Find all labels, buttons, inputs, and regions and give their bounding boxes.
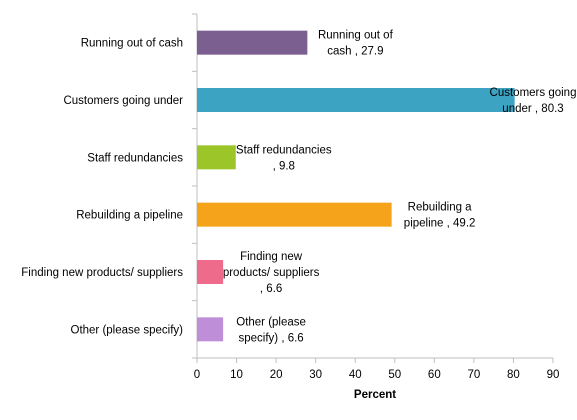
bar (197, 30, 308, 55)
bar (197, 317, 224, 342)
category-label: Finding new products/ suppliers (21, 267, 183, 279)
x-axis-ticks: 0 10 20 30 40 50 60 70 80 90 (194, 358, 560, 381)
bar (197, 260, 224, 284)
bar (197, 88, 515, 112)
category-label: Other (please specify) (71, 324, 184, 336)
x-tick-label: 20 (270, 369, 283, 381)
category-label: Customers going under (63, 95, 183, 107)
data-label: Running out of cash , 27.9 (318, 30, 394, 58)
category-label: Running out of cash (81, 38, 183, 50)
x-tick-label: 90 (547, 369, 560, 381)
x-tick-label: 40 (349, 369, 362, 381)
x-tick-label: 0 (194, 369, 200, 381)
category-label: Staff redundancies (87, 152, 183, 164)
category-labels: Running out of cash Customers going under… (21, 38, 183, 337)
x-tick-label: 30 (309, 369, 322, 381)
x-tick-label: 60 (428, 369, 441, 381)
bar (197, 202, 392, 227)
data-label: Rebuilding a pipeline , 49.2 (404, 202, 476, 230)
data-labels: Running out of cash , 27.9 Customers going… (223, 30, 577, 345)
x-tick-label: 50 (388, 369, 401, 381)
x-tick-label: 70 (467, 369, 480, 381)
data-label: Finding new products/ suppliers, 6.6 (223, 251, 320, 295)
x-tick-label: 10 (230, 369, 243, 381)
bar (197, 145, 236, 170)
y-axis-ticks (192, 13, 197, 359)
data-label: Other (please specify) , 6.6 (236, 316, 306, 344)
data-label: Staff redundancies, 9.8 (236, 144, 332, 172)
x-tick-label: 80 (507, 369, 520, 381)
bars-group (197, 30, 515, 342)
category-label: Rebuilding a pipeline (76, 210, 183, 222)
x-axis-title: Percent (354, 389, 396, 401)
data-label: Customers going under , 80.3 (490, 87, 577, 115)
